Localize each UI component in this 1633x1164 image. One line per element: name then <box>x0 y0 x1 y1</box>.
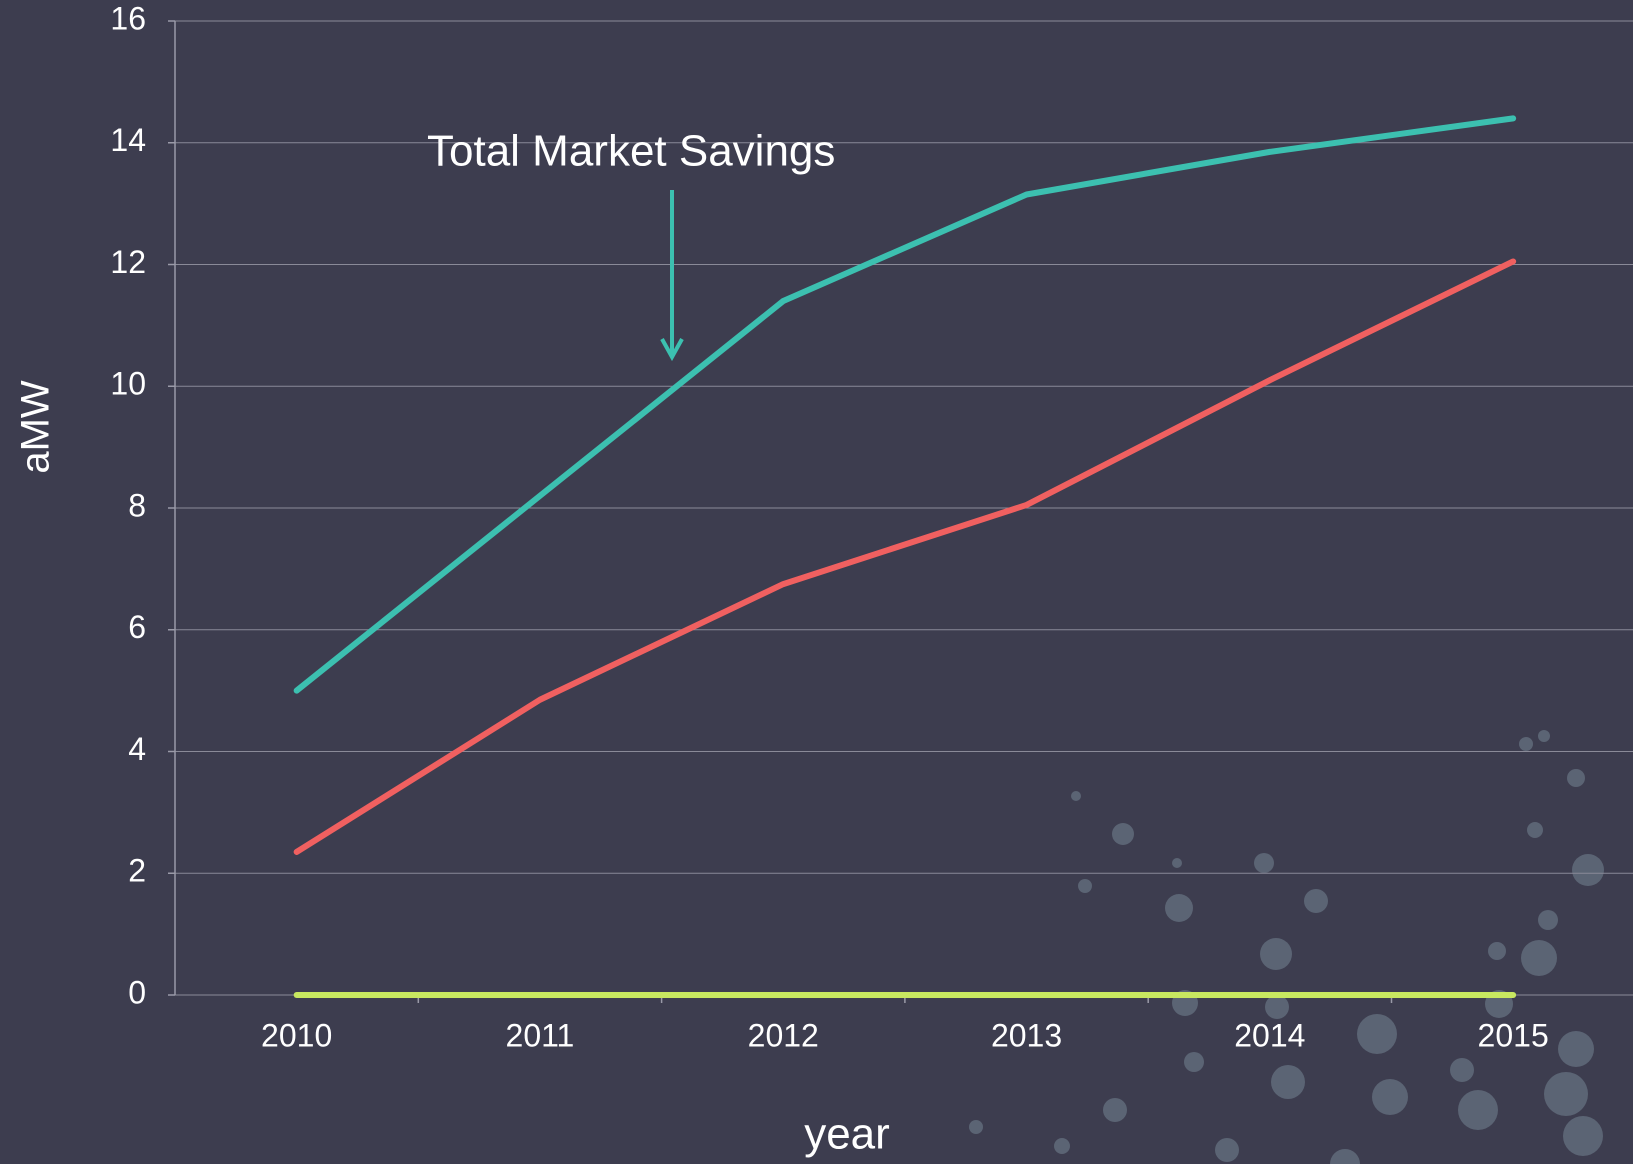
y-tick-label: 10 <box>110 366 146 402</box>
series-line <box>297 118 1514 690</box>
y-tick-label: 12 <box>110 244 146 280</box>
series-line <box>297 261 1514 851</box>
y-axis-title: aMW <box>14 380 58 474</box>
grid <box>168 21 1633 1003</box>
x-tick-label: 2013 <box>991 1017 1062 1053</box>
page: {"chart_data": { "type": "line", "annota… <box>0 0 1633 1164</box>
annotation: Total Market Savings <box>427 127 835 176</box>
y-tick-label: 0 <box>128 974 146 1010</box>
x-tick-label: 2015 <box>1478 1017 1549 1053</box>
chart: aMW year Total Market Savings 0 2 4 6 8 10 12 1… <box>0 0 1633 1164</box>
y-tick-label: 4 <box>128 731 146 767</box>
background-dots <box>969 730 1604 1164</box>
x-tick-label: 2014 <box>1234 1017 1305 1053</box>
y-tick-label: 16 <box>110 0 146 36</box>
x-tick-label: 2011 <box>506 1017 575 1053</box>
y-tick-label: 2 <box>128 853 146 889</box>
y-tick-label: 14 <box>110 122 146 158</box>
y-tick-label: 6 <box>128 609 146 645</box>
x-axis-title: year <box>804 1110 890 1159</box>
x-tick-label: 2010 <box>261 1017 332 1053</box>
y-tick-label: 8 <box>128 487 146 523</box>
x-tick-label: 2012 <box>748 1017 819 1053</box>
